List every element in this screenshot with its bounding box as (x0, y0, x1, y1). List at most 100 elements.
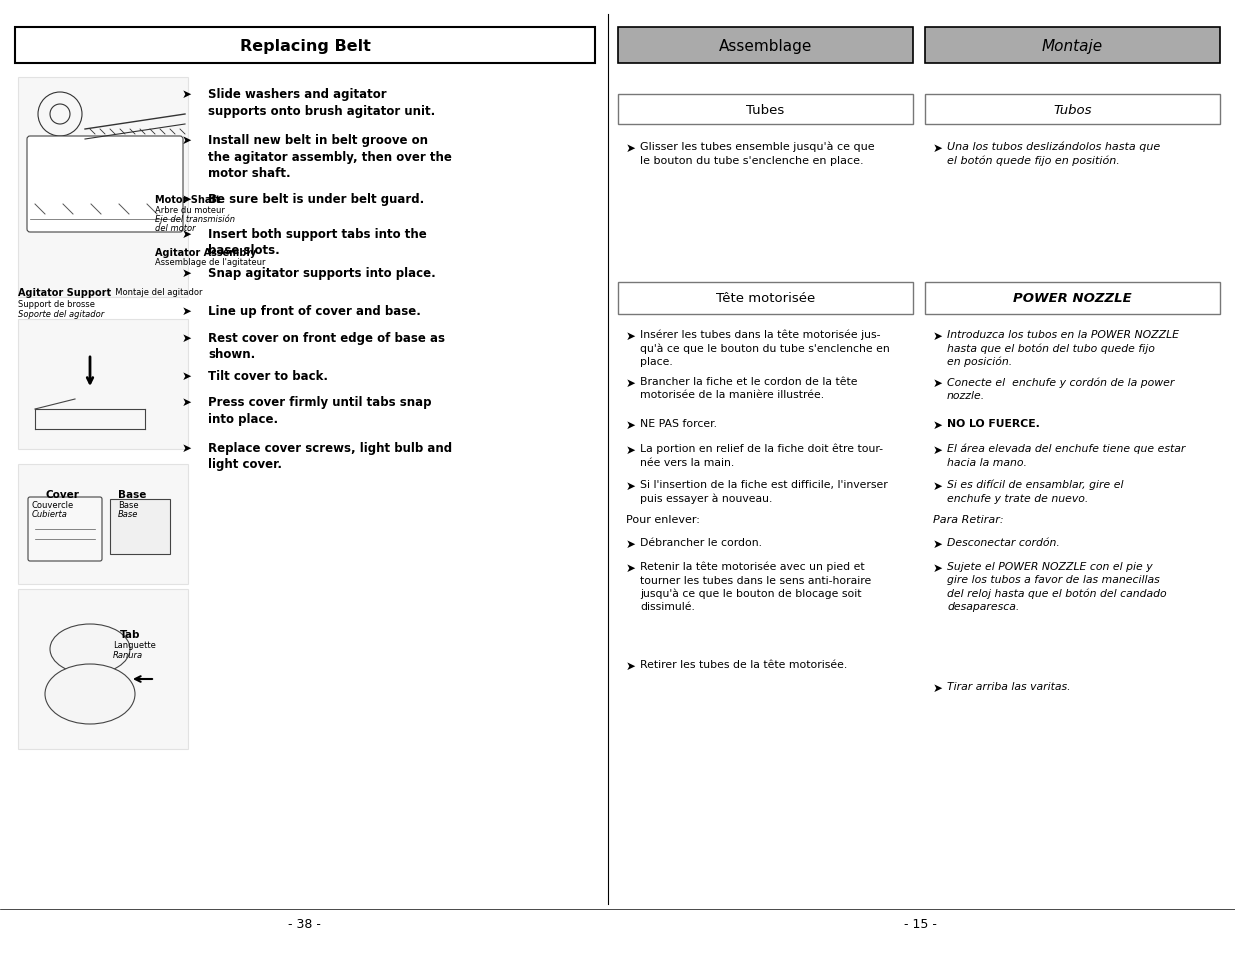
Text: Press cover firmly until tabs snap
into place.: Press cover firmly until tabs snap into … (207, 395, 431, 425)
Text: Si es difícil de ensamblar, gire el
enchufe y trate de nuevo.: Si es difícil de ensamblar, gire el ench… (947, 479, 1124, 503)
Text: Insérer les tubes dans la tête motorisée jus-
qu'à ce que le bouton du tube s'en: Insérer les tubes dans la tête motorisée… (640, 330, 889, 367)
Text: Rest cover on front edge of base as
shown.: Rest cover on front edge of base as show… (207, 332, 445, 361)
Text: Eje del transmisión: Eje del transmisión (156, 214, 235, 224)
Text: ➤: ➤ (182, 332, 191, 345)
FancyBboxPatch shape (27, 137, 183, 233)
Text: ➤: ➤ (182, 370, 191, 382)
Text: ➤: ➤ (182, 441, 191, 455)
Text: Montaje: Montaje (1042, 38, 1103, 53)
Text: ➤: ➤ (182, 305, 191, 317)
Text: ➤: ➤ (182, 88, 191, 101)
Text: Tubes: Tubes (746, 103, 784, 116)
Text: La portion en relief de la fiche doit être tour-
née vers la main.: La portion en relief de la fiche doit êt… (640, 443, 883, 467)
Text: Montaje del agitador: Montaje del agitador (110, 288, 203, 296)
Ellipse shape (49, 624, 130, 675)
Text: Tirar arriba las varitas.: Tirar arriba las varitas. (947, 681, 1071, 691)
Text: NE PAS forcer.: NE PAS forcer. (640, 418, 718, 429)
Text: Cover: Cover (44, 490, 79, 499)
Bar (925, 95, 1220, 125)
Text: Line up front of cover and base.: Line up front of cover and base. (207, 305, 421, 317)
Text: Slide washers and agitator
supports onto brush agitator unit.: Slide washers and agitator supports onto… (207, 88, 435, 117)
Text: ➤: ➤ (932, 561, 942, 575)
Text: Conecte el  enchufe y cordón de la power
nozzle.: Conecte el enchufe y cordón de la power … (947, 376, 1174, 400)
Text: ➤: ➤ (626, 659, 636, 672)
FancyBboxPatch shape (28, 497, 103, 561)
Text: ➤: ➤ (182, 228, 191, 241)
Text: ➤: ➤ (932, 142, 942, 154)
Text: ➤: ➤ (626, 561, 636, 575)
Text: ➤: ➤ (626, 479, 636, 493)
Text: Agitator Support: Agitator Support (19, 288, 111, 297)
Text: Para Retirar:: Para Retirar: (932, 515, 1004, 524)
Ellipse shape (44, 664, 135, 724)
Text: Snap agitator supports into place.: Snap agitator supports into place. (207, 267, 436, 280)
Text: ➤: ➤ (182, 193, 191, 206)
Text: ➤: ➤ (626, 418, 636, 432)
Text: ➤: ➤ (626, 330, 636, 343)
Text: - 38 -: - 38 - (288, 918, 320, 930)
Text: Ranura: Ranura (112, 650, 143, 659)
Text: ➤: ➤ (932, 537, 942, 551)
Bar (618, 95, 913, 125)
Text: ➤: ➤ (626, 142, 636, 154)
Text: ➤: ➤ (932, 443, 942, 456)
Text: Insert both support tabs into the
base slots.: Insert both support tabs into the base s… (207, 228, 427, 257)
Text: ➤: ➤ (932, 376, 942, 390)
Text: Desconectar cordón.: Desconectar cordón. (947, 537, 1060, 547)
Text: Motor Shaft: Motor Shaft (156, 194, 220, 205)
Text: NO LO FUERCE.: NO LO FUERCE. (947, 418, 1040, 429)
Text: ➤: ➤ (182, 395, 191, 409)
Text: Base: Base (119, 500, 138, 510)
Text: Agitator Assembly: Agitator Assembly (156, 248, 256, 257)
Text: El área elevada del enchufe tiene que estar
hacia la mano.: El área elevada del enchufe tiene que es… (947, 443, 1186, 467)
Text: Glisser les tubes ensemble jusqu'à ce que
le bouton du tube s'enclenche en place: Glisser les tubes ensemble jusqu'à ce qu… (640, 142, 874, 166)
Text: POWER NOZZLE: POWER NOZZLE (1013, 293, 1131, 305)
Text: - 15 -: - 15 - (904, 918, 936, 930)
Text: Pour enlever:: Pour enlever: (626, 515, 700, 524)
Text: Retenir la tête motorisée avec un pied et
tourner les tubes dans le sens anti-ho: Retenir la tête motorisée avec un pied e… (640, 561, 871, 612)
Bar (925, 283, 1220, 314)
Text: ➤: ➤ (932, 330, 942, 343)
Text: Replace cover screws, light bulb and
light cover.: Replace cover screws, light bulb and lig… (207, 441, 452, 471)
Text: Retirer les tubes de la tête motorisée.: Retirer les tubes de la tête motorisée. (640, 659, 847, 669)
Text: Support de brosse: Support de brosse (19, 299, 95, 309)
Bar (925, 28, 1220, 64)
Text: Brancher la fiche et le cordon de la tête
motorisée de la manière illustrée.: Brancher la fiche et le cordon de la têt… (640, 376, 857, 399)
Text: Introduzca los tubos en la POWER NOZZLE
hasta que el botón del tubo quede fijo
e: Introduzca los tubos en la POWER NOZZLE … (947, 330, 1179, 367)
Text: Tab: Tab (120, 629, 141, 639)
Text: Soporte del agitador: Soporte del agitador (19, 310, 104, 318)
Bar (19, 464, 188, 584)
Bar (15, 28, 595, 64)
Text: Sujete el POWER NOZZLE con el pie y
gire los tubos a favor de las manecillas
del: Sujete el POWER NOZZLE con el pie y gire… (947, 561, 1167, 611)
Text: Una los tubos deslizándolos hasta que
el botón quede fijo en positión.: Una los tubos deslizándolos hasta que el… (947, 142, 1160, 166)
Text: Couvercle: Couvercle (32, 500, 74, 510)
Text: del motor: del motor (156, 224, 195, 233)
Bar (19, 78, 188, 297)
Text: Débrancher le cordon.: Débrancher le cordon. (640, 537, 762, 547)
Text: ➤: ➤ (932, 418, 942, 432)
Text: Tilt cover to back.: Tilt cover to back. (207, 370, 329, 382)
Text: Assemblage: Assemblage (719, 38, 813, 53)
Text: Be sure belt is under belt guard.: Be sure belt is under belt guard. (207, 193, 425, 206)
Bar (110, 499, 170, 555)
Text: ➤: ➤ (626, 443, 636, 456)
Text: ➤: ➤ (626, 537, 636, 551)
Text: ➤: ➤ (182, 133, 191, 147)
Bar (19, 589, 188, 749)
Text: Cubierta: Cubierta (32, 510, 68, 518)
Text: Assemblage de l'agitateur: Assemblage de l'agitateur (156, 257, 266, 267)
Text: ➤: ➤ (932, 681, 942, 695)
Text: Base: Base (119, 510, 138, 518)
Text: ➤: ➤ (626, 376, 636, 390)
Text: ➤: ➤ (182, 267, 191, 280)
Text: Si l'insertion de la fiche est difficile, l'inverser
puis essayer à nouveau.: Si l'insertion de la fiche est difficile… (640, 479, 888, 503)
Bar (19, 319, 188, 450)
Text: Replacing Belt: Replacing Belt (240, 38, 370, 53)
Text: Languette: Languette (112, 640, 156, 649)
Text: ➤: ➤ (932, 479, 942, 493)
Bar (618, 28, 913, 64)
Text: Tête motorisée: Tête motorisée (716, 293, 815, 305)
Text: Tubos: Tubos (1053, 103, 1092, 116)
Bar (618, 283, 913, 314)
Text: Arbre du moteur: Arbre du moteur (156, 206, 225, 214)
